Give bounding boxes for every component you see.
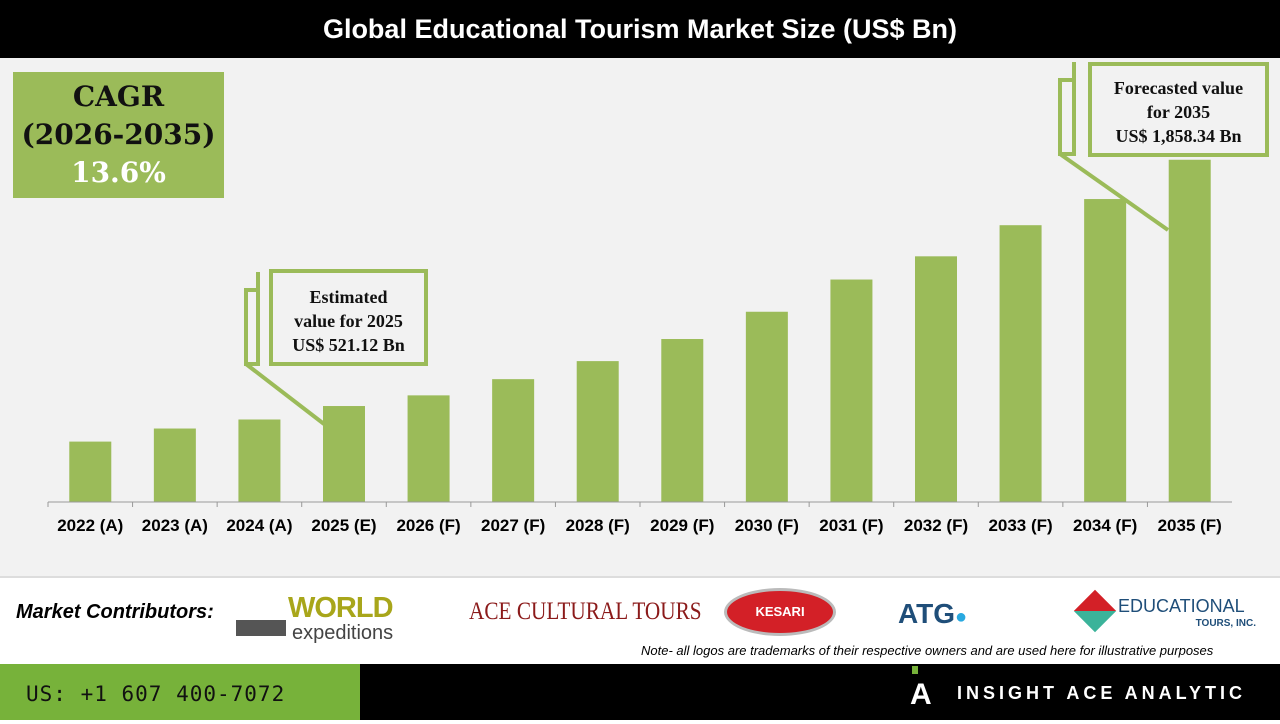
x-tick-label: 2027 (F) [481,516,545,535]
logo-kesari: KESARI [724,588,836,636]
world-expeditions-word-world: WORLD [288,592,394,624]
callout-value: US$ 521.12 Bn [292,335,405,355]
callout-value: US$ 1,858.34 Bn [1115,126,1242,146]
callout-2035-bracket [1058,62,1076,156]
callout-line: for 2035 [1146,102,1211,122]
world-expeditions-word-expeditions: expeditions [292,622,394,644]
bar [915,256,957,502]
footer-bar: A INSIGHT ACE ANALYTIC [360,664,1280,720]
logo-ace-cultural-tours: ACE CULTURAL TOURS [469,598,702,625]
bar [1168,159,1211,502]
x-tick-label: 2024 (A) [226,516,292,535]
educational-tours-word-educational: EDUCATIONAL [1118,596,1245,616]
trademark-note: Note- all logos are trademarks of their … [641,643,1214,658]
bar-chart: 2022 (A) 2023 (A) 2024 (A) 2025 (E) 2026 (F)… [47,62,1232,535]
bar [830,279,873,502]
logo-educational-tours: EDUCATIONAL TOURS, INC. [1073,589,1268,634]
callout-2035-leader [1058,152,1170,232]
x-tick-label: 2033 (F) [988,516,1052,535]
x-tick-label: 2032 (F) [904,516,968,535]
x-tick-label: 2022 (A) [57,516,123,535]
contributors-label: Market Contributors: [16,601,214,623]
callout-line: value for 2025 [294,311,403,331]
bar [492,379,535,502]
bar [745,311,788,502]
x-tick-label: 2031 (F) [819,516,883,535]
x-tick-label: 2025 (E) [311,516,376,535]
x-tick-label: 2029 (F) [650,516,714,535]
atg-dot-icon: ● [955,606,968,628]
callout-2035: Forecasted value for 2035 US$ 1,858.34 B… [1088,62,1269,157]
bar [661,339,704,502]
callout-2025-bracket [244,272,260,366]
cagr-value: 13.6% [71,156,166,189]
x-tick-label: 2035 (F) [1158,516,1222,535]
cagr-box: CAGR (2026-2035) 13.6% [13,72,224,198]
logo-atg: ATG● [898,598,967,630]
bar [153,428,196,502]
bar [323,406,365,502]
educational-tours-word-tours: TOURS, INC. [1195,618,1256,629]
phone-number[interactable]: US: +1 607 400-7072 [0,664,360,720]
logo-atg-text: ATG [898,598,956,629]
callout-2025: Estimated value for 2025 US$ 521.12 Bn [269,269,428,366]
bar [999,225,1042,502]
bar [1084,199,1127,502]
cagr-period: (2026-2035) [21,118,216,151]
educational-tours-diamond-icon [1073,589,1117,633]
world-expeditions-figure [236,620,286,636]
callout-line: Forecasted value [1113,78,1244,98]
cagr-label: CAGR [72,80,165,113]
callout-line: Estimated [309,287,388,307]
x-tick-label: 2028 (F) [566,516,630,535]
bar [238,419,281,502]
x-tick-label: 2030 (F) [735,516,799,535]
x-tick-label: 2026 (F) [396,516,460,535]
bar [576,361,619,502]
brand-logo-icon: A [910,678,932,711]
callout-2025-leader [244,362,326,426]
brand-logo-icon [912,666,918,674]
bar [407,395,450,502]
logo-world-expeditions: WORLD expeditions [236,592,436,644]
bar [69,441,112,502]
x-tick-label: 2023 (A) [142,516,208,535]
x-tick-label: 2034 (F) [1073,516,1137,535]
chart-title: Global Educational Tourism Market Size (… [0,0,1280,58]
brand-name: INSIGHT ACE ANALYTIC [956,683,1246,703]
